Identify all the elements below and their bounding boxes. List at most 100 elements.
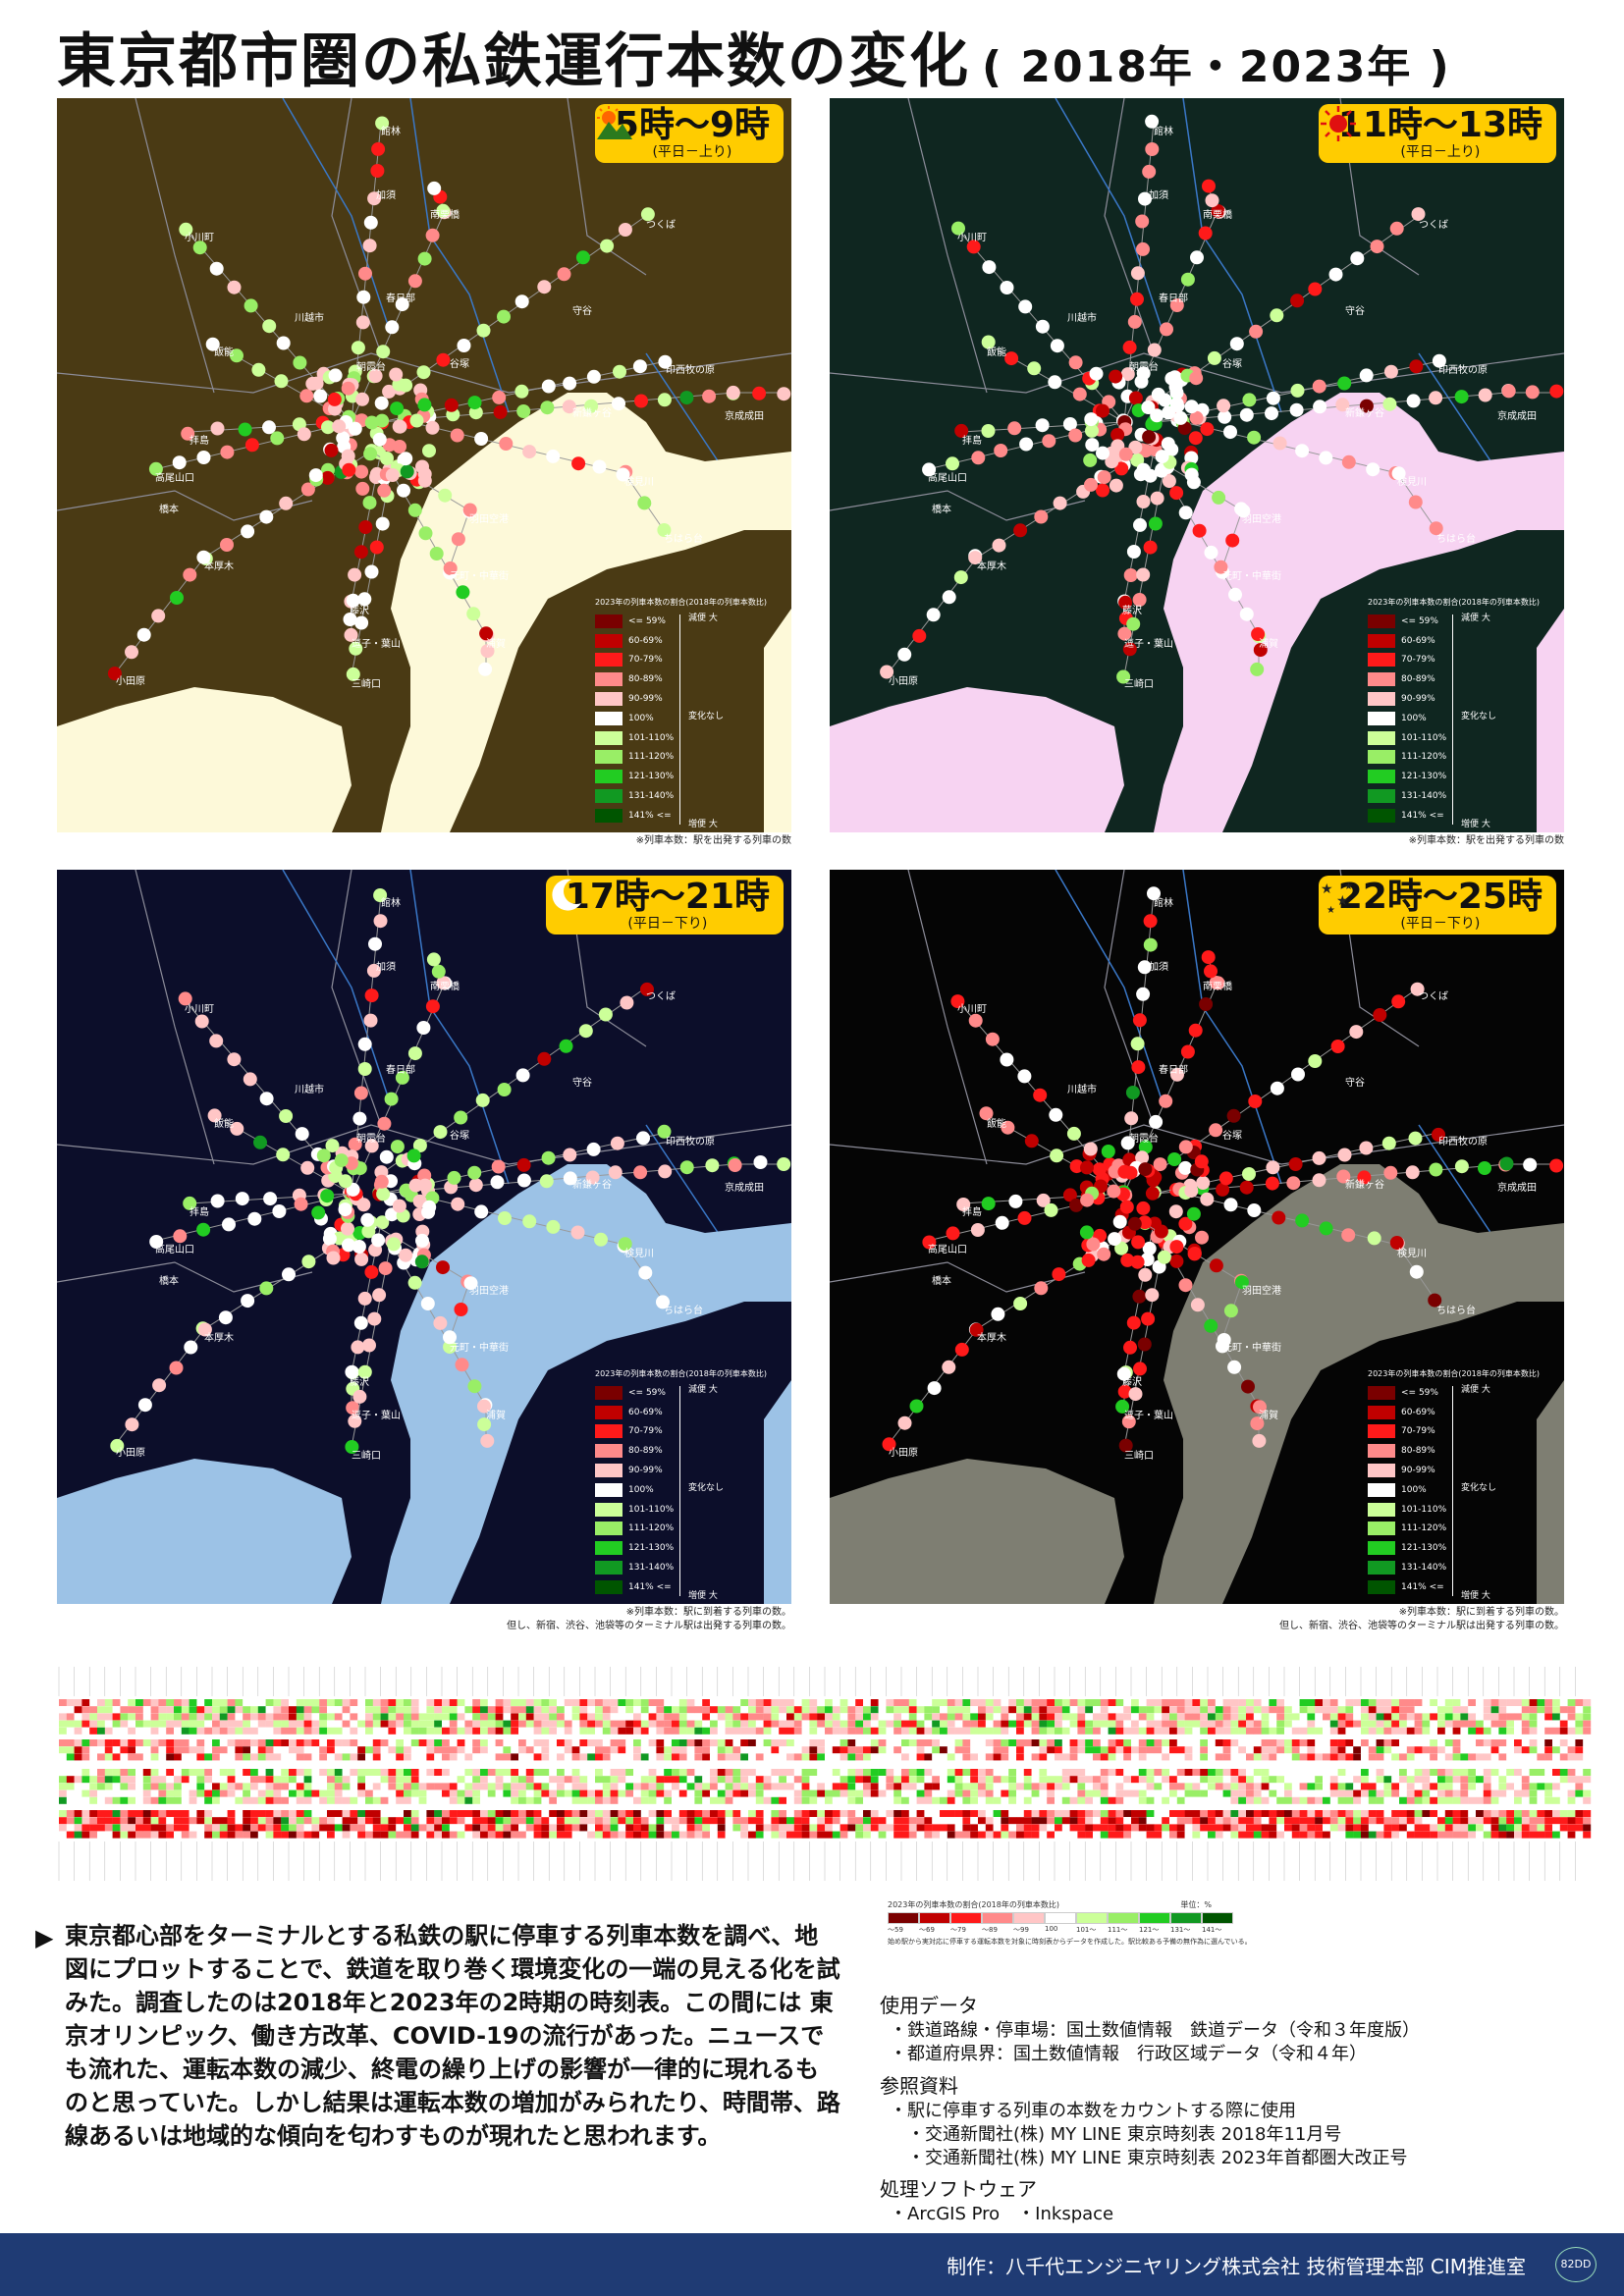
station-marker [367, 1311, 382, 1326]
matrix-cell [717, 1796, 726, 1804]
matrix-cell [755, 1789, 764, 1797]
matrix-cell [541, 1817, 550, 1825]
station-marker [1227, 1360, 1242, 1374]
matrix-cell [1506, 1753, 1515, 1761]
matrix-cell [571, 1713, 580, 1721]
matrix-cell [1299, 1824, 1308, 1832]
station-marker [474, 432, 489, 446]
station-marker [415, 1233, 429, 1248]
matrix-cell [257, 1817, 266, 1825]
station-marker [1123, 1340, 1137, 1355]
matrix-cell [1123, 1720, 1132, 1728]
matrix-cell [1559, 1789, 1568, 1797]
matrix-cell [1323, 1720, 1330, 1728]
matrix-cell [1437, 1699, 1445, 1706]
matrix-cell [525, 1817, 534, 1825]
matrix-cell [947, 1769, 955, 1776]
matrix-cell [855, 1699, 864, 1706]
matrix-cell [1008, 1783, 1017, 1790]
matrix-cell [863, 1727, 871, 1735]
matrix-cell [487, 1699, 496, 1706]
matrix-cell [265, 1739, 274, 1746]
matrix-cell [449, 1713, 458, 1721]
matrix-cell [549, 1783, 558, 1790]
matrix-cell [1376, 1824, 1384, 1832]
station-marker [1178, 1160, 1193, 1175]
matrix-cell [1008, 1817, 1017, 1825]
matrix-cell [1001, 1783, 1009, 1790]
matrix-cell [380, 1789, 389, 1797]
matrix-cell [59, 1810, 67, 1817]
matrix-cell [610, 1769, 619, 1776]
matrix-cell [1376, 1706, 1384, 1714]
matrix-cell [1323, 1746, 1330, 1754]
matrix-cell [273, 1713, 282, 1721]
matrix-cell [1115, 1769, 1124, 1776]
matrix-cell [625, 1810, 634, 1817]
matrix-cell [1437, 1727, 1445, 1735]
matrix-cell [633, 1713, 641, 1721]
matrix-cell [265, 1699, 274, 1706]
matrix-cell [825, 1796, 833, 1804]
matrix-cell [656, 1769, 665, 1776]
matrix-cell [893, 1699, 902, 1706]
matrix-cell [128, 1783, 136, 1790]
matrix-cell [311, 1769, 320, 1776]
matrix-cell [678, 1789, 687, 1797]
matrix-cell [1016, 1699, 1024, 1706]
matrix-cell [625, 1789, 634, 1797]
matrix-cell [1023, 1789, 1032, 1797]
station-marker [970, 1223, 985, 1237]
matrix-cell [533, 1769, 542, 1776]
matrix-cell [289, 1810, 297, 1817]
matrix-cell [832, 1810, 840, 1817]
matrix-cell [1422, 1796, 1431, 1804]
station-marker [328, 368, 343, 383]
matrix-cell [1085, 1810, 1094, 1817]
matrix-cell [1077, 1753, 1086, 1761]
station-marker [1122, 340, 1137, 354]
matrix-legend-label: 101～ [1076, 1926, 1097, 1934]
matrix-cell [978, 1720, 986, 1728]
matrix-cell [962, 1776, 971, 1784]
matrix-cell [1238, 1831, 1247, 1839]
matrix-cell [1406, 1831, 1415, 1839]
matrix-cell [480, 1817, 488, 1825]
station-marker [407, 503, 422, 517]
matrix-cell [1169, 1817, 1177, 1825]
station-marker [498, 1211, 512, 1225]
sea-area [1154, 393, 1564, 832]
matrix-cell [1483, 1831, 1491, 1839]
matrix-cell [495, 1746, 504, 1754]
station-marker [477, 1399, 491, 1414]
matrix-cell [886, 1720, 894, 1728]
matrix-cell [717, 1699, 726, 1706]
matrix-cell [303, 1796, 312, 1804]
matrix-cell [1490, 1746, 1499, 1754]
matrix-cell [181, 1746, 189, 1754]
matrix-cell [732, 1699, 741, 1706]
matrix-cell [1315, 1789, 1324, 1797]
matrix-cell [303, 1753, 312, 1761]
matrix-cell [771, 1753, 780, 1761]
matrix-cell [181, 1706, 189, 1714]
matrix-cell [1490, 1831, 1499, 1839]
matrix-cell [1444, 1824, 1453, 1832]
matrix-cell [985, 1776, 994, 1784]
matrix-cell [334, 1746, 343, 1754]
matrix-cell [962, 1720, 971, 1728]
matrix-cell [74, 1789, 82, 1797]
matrix-cell [135, 1789, 143, 1797]
matrix-cell [541, 1769, 550, 1776]
matrix-cell [717, 1727, 726, 1735]
matrix-cell [150, 1739, 159, 1746]
matrix-cell [610, 1776, 619, 1784]
matrix-cell [993, 1810, 1001, 1817]
matrix-cell [978, 1789, 986, 1797]
matrix-cell [495, 1789, 504, 1797]
matrix-cell [1284, 1699, 1292, 1706]
matrix-cell [755, 1706, 764, 1714]
station-marker [1195, 1230, 1209, 1245]
matrix-cell [633, 1746, 641, 1754]
station-marker [399, 452, 413, 466]
